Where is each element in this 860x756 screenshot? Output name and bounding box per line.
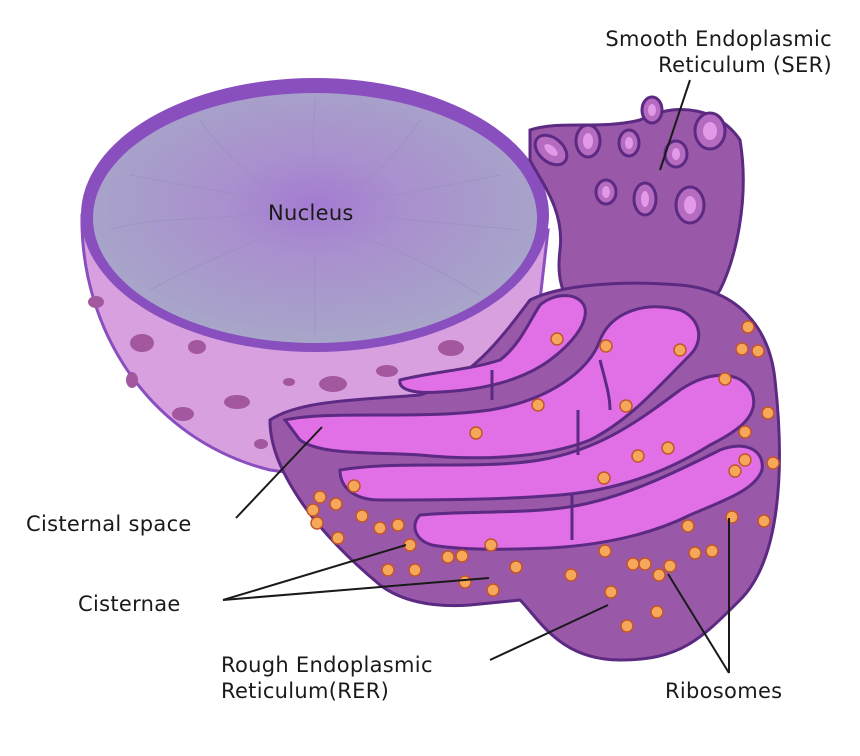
cisternae-label: Cisternae [78, 592, 181, 616]
rer-label-line2: Reticulum(RER) [221, 679, 390, 703]
ribosomes-label: Ribosomes [665, 679, 783, 703]
cisternal-lumens [282, 294, 764, 551]
smooth-er [528, 95, 745, 321]
nuclear-pores [88, 296, 464, 449]
cisternal-space-label: Cisternal space [26, 512, 192, 536]
cisternae-leader-2 [222, 577, 490, 601]
ribosomes-leader-1 [667, 573, 730, 674]
nucleus-face [93, 93, 537, 343]
ser-leader [659, 79, 691, 171]
cisternal-space-leader [235, 426, 323, 519]
nucleus-texture [109, 99, 521, 336]
ser-label-line1: Smooth Endoplasmic [605, 27, 832, 51]
ser-label-line2: Reticulum (SER) [658, 53, 832, 77]
rer-label-line1: Rough Endoplasmic [221, 653, 433, 677]
ribosomes [306, 320, 780, 633]
er-folds [490, 359, 612, 540]
cisternae-leader-1 [222, 544, 407, 601]
nucleus-label: Nucleus [268, 201, 354, 225]
leader-lines [222, 79, 730, 674]
rer-leader [489, 604, 609, 661]
